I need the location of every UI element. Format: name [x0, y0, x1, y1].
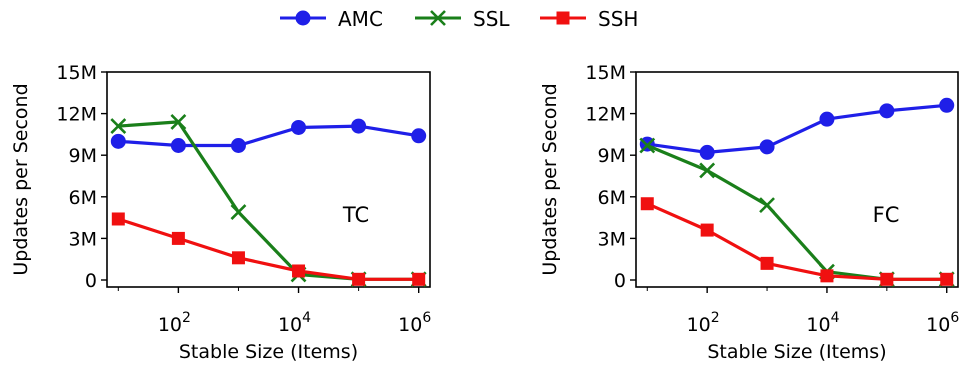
legend-label: AMC — [338, 7, 383, 31]
series-line — [646, 202, 947, 281]
chart-panel-1: 0 3M 6M 9M 12M 15M 102 104 106 Stable Size (Items… — [10, 62, 431, 363]
data-point — [880, 272, 894, 286]
data-point — [879, 103, 895, 119]
legend-marker-circle — [295, 10, 311, 26]
chart-annotation: FC — [873, 203, 900, 227]
data-point — [292, 264, 306, 278]
series-line — [117, 217, 419, 281]
data-point — [412, 272, 426, 286]
series-ssh — [640, 197, 954, 286]
data-point — [291, 119, 307, 135]
x-tick-label: 102 — [158, 310, 191, 336]
data-point — [939, 97, 955, 113]
data-point — [699, 162, 716, 179]
x-axis-label: Stable Size (Items) — [179, 341, 358, 363]
data-point — [171, 231, 185, 245]
plot-frame — [106, 71, 431, 288]
data-point — [230, 137, 246, 153]
y-tick-label: 9M — [598, 145, 626, 167]
data-point — [940, 272, 954, 286]
data-point — [759, 197, 775, 214]
series-amc — [639, 97, 955, 160]
series-ssh — [111, 212, 426, 286]
data-point — [639, 137, 656, 154]
data-point — [411, 128, 427, 144]
series-line — [118, 124, 419, 148]
legend-marker-x — [430, 10, 446, 26]
y-axis-label: Updates per Second — [539, 83, 561, 275]
data-point — [351, 118, 367, 134]
legend-label: SSL — [473, 7, 510, 31]
x-tick-label: 106 — [926, 310, 959, 336]
data-point — [699, 144, 715, 160]
data-point — [231, 251, 245, 265]
series-ssl — [639, 137, 955, 288]
data-point — [640, 197, 654, 211]
data-point — [110, 133, 126, 149]
legend-item-ssh: SSH — [540, 7, 638, 31]
data-point — [759, 139, 775, 155]
data-point — [700, 223, 714, 237]
series-line — [646, 144, 947, 281]
plot-frame — [635, 71, 959, 288]
series-line — [647, 103, 947, 154]
legend-item-amc: AMC — [280, 7, 383, 31]
data-point — [170, 137, 186, 153]
chart-panel-2: 0 3M 6M 9M 12M 15M 102 104 106 Stable Size (Items… — [539, 62, 959, 363]
x-tick-label: 106 — [398, 310, 431, 336]
y-axis-label: Updates per Second — [10, 83, 32, 275]
y-tick-label: 15M — [56, 62, 97, 84]
x-tick-label: 102 — [687, 310, 720, 336]
x-axis-label: Stable Size (Items) — [707, 341, 886, 363]
data-point — [760, 256, 774, 270]
series-ssl — [110, 114, 427, 288]
legend-marker-square — [556, 11, 570, 25]
data-point — [230, 204, 247, 220]
legend: AMC SSL SSH — [280, 7, 638, 31]
data-point — [170, 114, 187, 130]
legend-label: SSH — [598, 7, 638, 31]
data-point — [110, 118, 127, 134]
y-tick-label: 3M — [598, 228, 626, 250]
data-point — [820, 269, 834, 283]
x-tick-label: 104 — [806, 310, 839, 336]
y-tick-label: 9M — [69, 145, 97, 167]
data-point — [352, 272, 366, 286]
y-tick-label: 3M — [69, 228, 97, 250]
y-tick-label: 6M — [69, 187, 97, 209]
y-tick-label: 12M — [56, 104, 97, 126]
y-tick-label: 0 — [614, 270, 626, 292]
x-tick-label: 104 — [278, 310, 311, 336]
legend-item-ssl: SSL — [415, 7, 510, 31]
y-tick-label: 12M — [585, 104, 626, 126]
series-amc — [110, 118, 427, 153]
y-tick-label: 15M — [585, 62, 626, 84]
data-point — [819, 111, 835, 127]
y-tick-label: 6M — [598, 187, 626, 209]
data-point — [111, 212, 125, 226]
chart-annotation: TC — [342, 203, 369, 227]
y-tick-label: 0 — [85, 270, 97, 292]
